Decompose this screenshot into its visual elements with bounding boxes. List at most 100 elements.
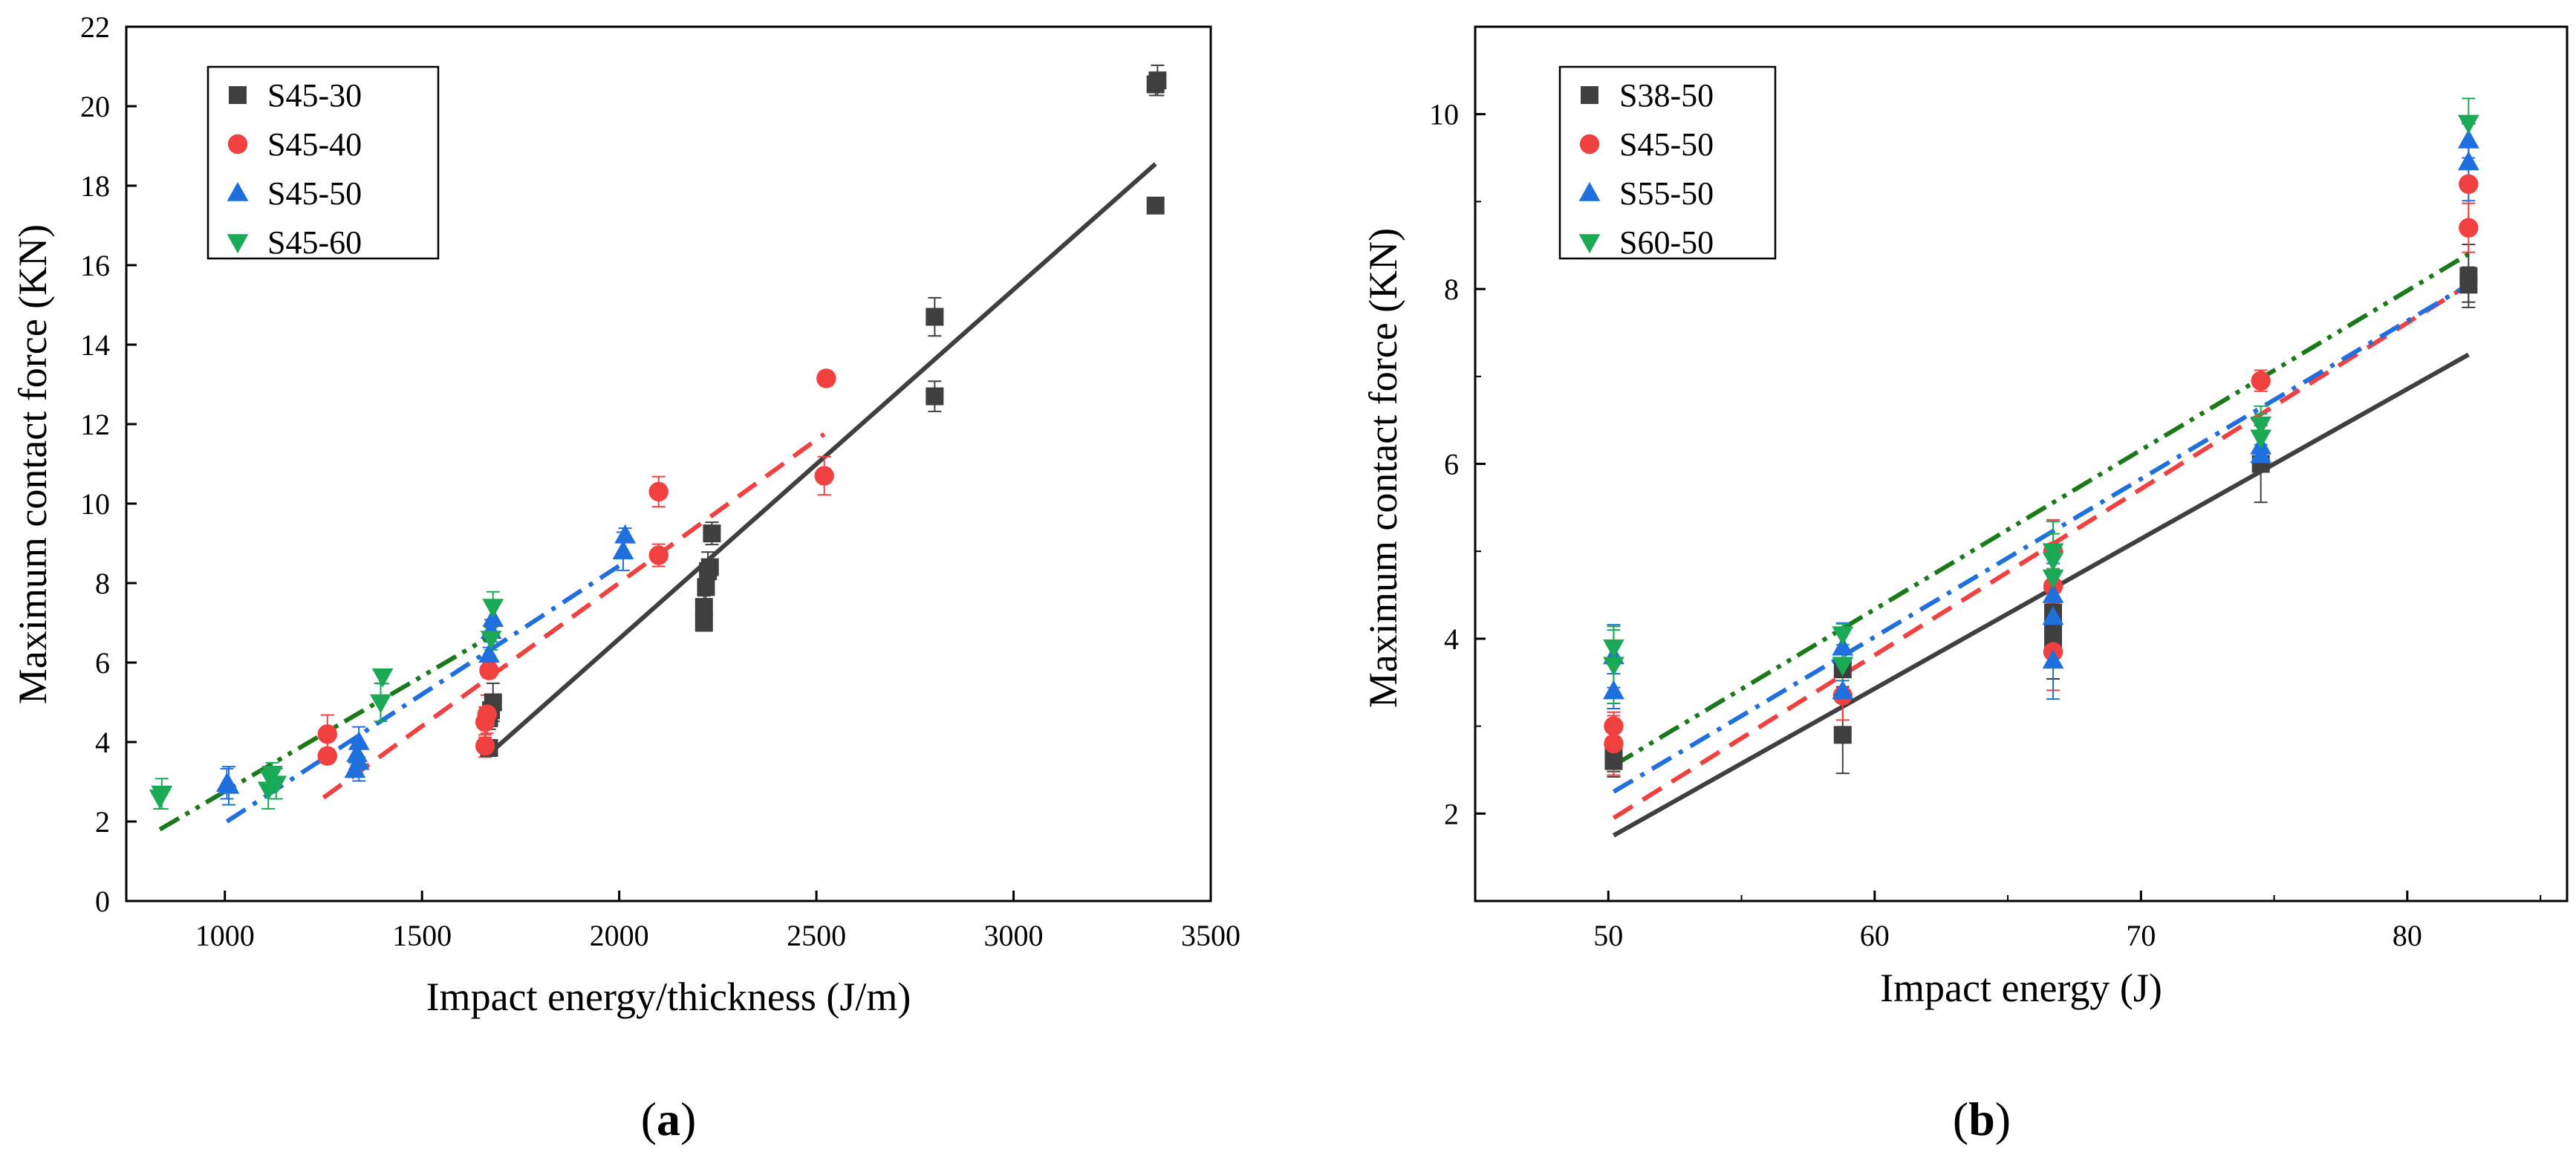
legend-label: S45-40 <box>267 126 362 163</box>
legend-label: S60-50 <box>1619 224 1714 261</box>
legend-marker-s45-50 <box>1579 134 1600 154</box>
data-point-s55-50 <box>2042 584 2064 603</box>
y-tick-label: 10 <box>80 487 110 521</box>
data-point-s45-40 <box>317 746 337 766</box>
y-tick-label: 0 <box>95 885 110 918</box>
data-point-s45-50 <box>2459 218 2479 238</box>
data-point-s45-30 <box>926 308 944 326</box>
x-tick-label: 1000 <box>195 919 255 952</box>
y-tick-label: 20 <box>80 90 110 123</box>
data-point-s60-50 <box>1832 657 1854 677</box>
data-point-s45-40 <box>479 660 499 680</box>
fit-line-s55-50 <box>1612 282 2470 794</box>
data-point-s55-50 <box>1832 636 1854 656</box>
data-point-s45-40 <box>475 736 495 756</box>
axes-a: 1000 1500 2000 2500 3000 3500 0 2 4 6 8 10 12 14 16 18 2… <box>80 10 1240 952</box>
data-point-s45-40 <box>814 466 834 486</box>
x-tick-label: 70 <box>2126 919 2156 952</box>
legend-label: S45-50 <box>267 175 362 212</box>
data-point-s45-60 <box>265 775 287 796</box>
legend-label: S45-60 <box>267 224 362 261</box>
data-point-s45-60 <box>480 631 502 650</box>
data-point-s45-50 <box>348 750 370 770</box>
data-point-s55-50 <box>1603 680 1624 700</box>
x-axis-label-b: Impact energy (J) <box>1880 966 2162 1010</box>
data-point-s45-60 <box>261 766 283 785</box>
y-tick-label: 16 <box>80 249 110 282</box>
legend-marker-s45-60 <box>227 234 249 253</box>
legend-label: S45-50 <box>1619 126 1714 163</box>
y-tick-label: 10 <box>1429 98 1459 131</box>
legend-b: S38-50 S45-50 S55-50 S60-50 <box>1578 77 1714 261</box>
data-point-s60-50 <box>1832 626 1854 646</box>
y-tick-label: 22 <box>80 10 110 44</box>
plot-frame-a <box>125 25 1212 902</box>
y-tick-label: 4 <box>95 726 110 759</box>
data-point-s55-50 <box>2042 649 2064 669</box>
legend-marker-s45-50 <box>227 182 249 201</box>
data-point-s45-30 <box>1148 71 1167 90</box>
data-point-s55-50 <box>1832 680 1854 700</box>
legend-marker-s45-40 <box>227 134 248 154</box>
data-point-s45-50 <box>1604 716 1624 736</box>
data-point-s45-30 <box>695 598 713 617</box>
y-tick-label: 4 <box>1444 622 1459 656</box>
data-point-s38-50 <box>2459 267 2478 285</box>
data-point-s45-30 <box>697 578 715 596</box>
data-point-s45-60 <box>371 668 394 688</box>
data-point-s45-50 <box>614 524 636 544</box>
legend-marker-s55-50 <box>1578 182 1601 201</box>
y-tick-label: 8 <box>1444 273 1459 306</box>
data-point-s45-30 <box>695 614 713 632</box>
x-tick-label: 3500 <box>1181 919 1240 952</box>
data-point-s45-50 <box>348 731 370 750</box>
data-point-s45-50 <box>612 540 634 559</box>
legend-marker-s60-50 <box>1578 234 1601 253</box>
fit-line-s60-50 <box>1612 252 2470 768</box>
panel-letter-a: a <box>657 1093 680 1145</box>
panel-label-b: (b) <box>1953 1093 2011 1145</box>
panel-label-a: (a) <box>641 1093 697 1145</box>
y-tick-label: 12 <box>80 408 110 441</box>
x-tick-label: 2000 <box>590 919 649 952</box>
data-point-s45-50 <box>478 643 500 663</box>
data-point-s45-30 <box>1146 196 1165 215</box>
y-tick-label: 6 <box>1444 448 1459 481</box>
fit-line-s45-40 <box>322 432 826 800</box>
data-point-s45-40 <box>648 481 669 502</box>
data-point-s45-60 <box>151 785 173 805</box>
chart-panel-a: 1000 1500 2000 2500 3000 3500 0 2 4 6 8 10 12 14 16 18 2… <box>10 10 1240 1145</box>
data-points-a <box>149 71 1167 809</box>
y-axis-label-a: Maximum contact force (KN) <box>10 224 55 704</box>
fit-lines-b <box>1612 252 2470 838</box>
data-point-s45-50 <box>2459 174 2479 195</box>
fit-lines-a <box>158 162 1157 832</box>
y-tick-label: 2 <box>1444 797 1459 830</box>
data-point-s60-50 <box>2250 416 2272 436</box>
data-point-s45-30 <box>703 524 721 543</box>
axes-b: 50 60 70 80 2 4 6 8 10 <box>1429 26 2542 952</box>
data-point-s55-50 <box>2457 129 2479 149</box>
data-point-s60-50 <box>2042 543 2064 563</box>
data-point-s45-40 <box>477 704 497 724</box>
data-point-s45-40 <box>317 724 337 744</box>
fit-line-s45-50 <box>1612 282 2470 820</box>
x-tick-label: 80 <box>2393 919 2422 952</box>
data-point-s60-50 <box>2457 114 2479 134</box>
y-tick-label: 14 <box>80 328 110 362</box>
data-point-s45-60 <box>482 599 504 619</box>
data-point-s45-50 <box>2251 371 2271 391</box>
data-point-s60-50 <box>2042 569 2064 589</box>
x-tick-label: 60 <box>1860 919 1890 952</box>
fit-line-s45-30 <box>487 162 1157 756</box>
data-point-s45-50 <box>218 774 240 794</box>
data-point-s45-30 <box>926 387 944 406</box>
legend-marker-s45-30 <box>229 86 247 104</box>
x-tick-label: 3000 <box>984 919 1044 952</box>
y-tick-label: 18 <box>80 169 110 203</box>
y-tick-label: 2 <box>95 805 110 839</box>
data-point-s60-50 <box>1603 657 1624 677</box>
x-axis-label-a: Impact energy/thickness (J/m) <box>426 975 911 1019</box>
chart-panel-b: 50 60 70 80 2 4 6 8 10 Impact energy (J) Maximum… <box>1361 25 2569 1145</box>
